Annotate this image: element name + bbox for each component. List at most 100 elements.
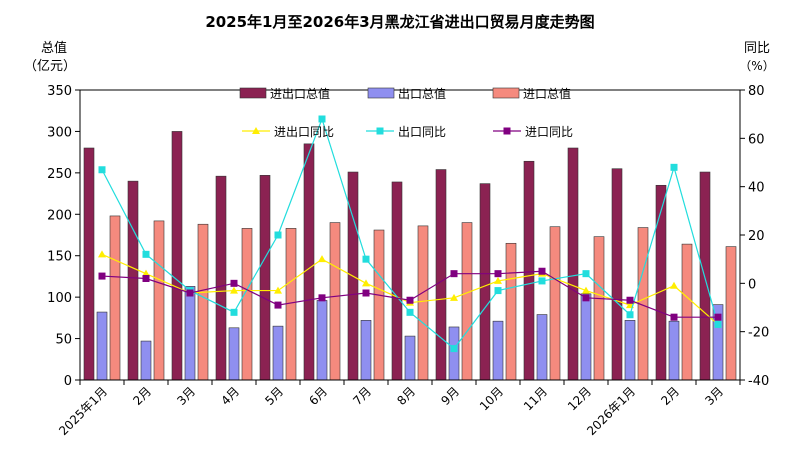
x-tick-label: 3月 bbox=[702, 384, 726, 408]
bar-1-3 bbox=[171, 131, 183, 381]
legend-line-label-3: 进口同比 bbox=[525, 125, 573, 139]
line-2-point-14 bbox=[670, 163, 678, 171]
left-tick-label: 300 bbox=[47, 125, 72, 140]
x-tick-label: 9月 bbox=[438, 384, 462, 408]
bar-3-7 bbox=[373, 229, 385, 381]
line-3-point-10 bbox=[494, 270, 502, 278]
bar-3-15 bbox=[725, 246, 737, 381]
bar-3-12 bbox=[593, 236, 605, 381]
bar-2-5 bbox=[272, 325, 284, 381]
x-tick-label: 2025年1月 bbox=[56, 384, 110, 438]
bar-2-14 bbox=[668, 320, 680, 381]
left-tick-label: 200 bbox=[47, 208, 72, 223]
bar-3-10 bbox=[505, 242, 517, 381]
line-3-point-12 bbox=[582, 294, 590, 302]
legend-marker-2 bbox=[376, 127, 384, 135]
line-2-point-7 bbox=[362, 255, 370, 263]
line-2-point-8 bbox=[406, 308, 414, 316]
legend-swatch-2 bbox=[367, 87, 395, 99]
bar-3-2 bbox=[153, 220, 165, 381]
line-1-point-4 bbox=[230, 286, 238, 294]
bar-3-14 bbox=[681, 243, 693, 381]
left-tick-label: 50 bbox=[55, 333, 72, 348]
line-3-point-13 bbox=[626, 296, 634, 304]
bar-3-4 bbox=[241, 228, 253, 381]
line-1-point-5 bbox=[274, 286, 282, 294]
line-2-point-15 bbox=[714, 320, 722, 328]
x-tick-label: 7月 bbox=[350, 384, 374, 408]
x-tick-label: 12月 bbox=[565, 384, 594, 413]
legend-label-3: 进口总值 bbox=[523, 86, 571, 101]
line-3-point-6 bbox=[318, 294, 326, 302]
legend-swatch-1 bbox=[239, 87, 267, 99]
line-2-point-13 bbox=[626, 311, 634, 319]
line-3-point-1 bbox=[98, 272, 106, 280]
left-tick-label: 150 bbox=[47, 250, 72, 265]
x-tick-label: 4月 bbox=[218, 384, 242, 408]
left-tick-label: 250 bbox=[47, 167, 72, 182]
right-tick-label: 80 bbox=[748, 84, 765, 99]
line-3-point-5 bbox=[274, 301, 282, 309]
x-tick-label: 11月 bbox=[521, 384, 550, 413]
bar-3-5 bbox=[285, 228, 297, 381]
bar-2-13 bbox=[624, 320, 636, 381]
bar-3-8 bbox=[417, 225, 429, 381]
bar-1-4 bbox=[215, 175, 227, 381]
x-tick-label: 2月 bbox=[658, 384, 682, 408]
line-3-point-7 bbox=[362, 289, 370, 297]
bar-2-2 bbox=[140, 340, 152, 381]
bar-layer bbox=[83, 131, 737, 381]
legend-marker-1 bbox=[252, 127, 260, 134]
left-axis-label-line1: 总值 bbox=[41, 40, 67, 56]
line-1-point-2 bbox=[142, 269, 150, 277]
right-axis-label-line2: （%） bbox=[739, 59, 774, 73]
line-1-point-7 bbox=[362, 279, 370, 287]
line-1-point-14 bbox=[670, 281, 678, 289]
line-1-point-9 bbox=[450, 293, 458, 301]
right-tick-label: 60 bbox=[748, 132, 765, 147]
legend-label-2: 出口总值 bbox=[398, 86, 446, 101]
clipped-lines bbox=[98, 115, 722, 353]
right-tick-label: 0 bbox=[748, 277, 756, 292]
line-2-point-9 bbox=[450, 345, 458, 353]
line-3-point-2 bbox=[142, 275, 150, 282]
bar-1-11 bbox=[523, 160, 535, 381]
line-3-point-4 bbox=[230, 279, 238, 287]
legend-line-label-2: 出口同比 bbox=[398, 125, 446, 139]
line-layer bbox=[98, 115, 722, 353]
x-tick-label: 10月 bbox=[477, 384, 506, 413]
left-axis-label-line2: （亿元） bbox=[24, 59, 76, 74]
right-tick-label: 20 bbox=[748, 229, 765, 244]
bar-1-6 bbox=[303, 143, 315, 381]
bar-2-4 bbox=[228, 327, 240, 381]
line-2-point-5 bbox=[274, 231, 282, 239]
bar-3-3 bbox=[197, 223, 209, 381]
bar-3-11 bbox=[549, 226, 561, 381]
legend-swatch-3 bbox=[492, 87, 520, 99]
bar-2-3 bbox=[184, 286, 196, 381]
left-tick-label: 350 bbox=[47, 84, 72, 99]
line-3-point-3 bbox=[186, 289, 194, 297]
line-1-point-12 bbox=[582, 286, 590, 294]
bar-2-10 bbox=[492, 320, 504, 381]
line-3-point-9 bbox=[450, 270, 458, 278]
right-axis-label-line1: 同比 bbox=[744, 41, 770, 56]
line-2-point-10 bbox=[494, 287, 502, 295]
left-tick-label: 0 bbox=[64, 374, 72, 389]
legend-line-label-1: 进出口同比 bbox=[274, 125, 334, 139]
line-2-point-4 bbox=[230, 308, 238, 316]
bar-1-5 bbox=[259, 175, 271, 381]
legend-marker-3 bbox=[503, 127, 511, 135]
line-1-point-10 bbox=[494, 276, 502, 284]
x-tick-label: 5月 bbox=[262, 384, 286, 408]
line-2-point-12 bbox=[582, 270, 590, 278]
bar-2-9 bbox=[448, 326, 460, 381]
bar-1-10 bbox=[479, 183, 491, 381]
line-3-point-11 bbox=[538, 267, 546, 275]
line-2-point-6 bbox=[318, 115, 326, 123]
bar-1-13 bbox=[611, 168, 623, 381]
bar-2-11 bbox=[536, 314, 548, 381]
bar-1-14 bbox=[655, 184, 667, 381]
bar-3-1 bbox=[109, 215, 121, 381]
